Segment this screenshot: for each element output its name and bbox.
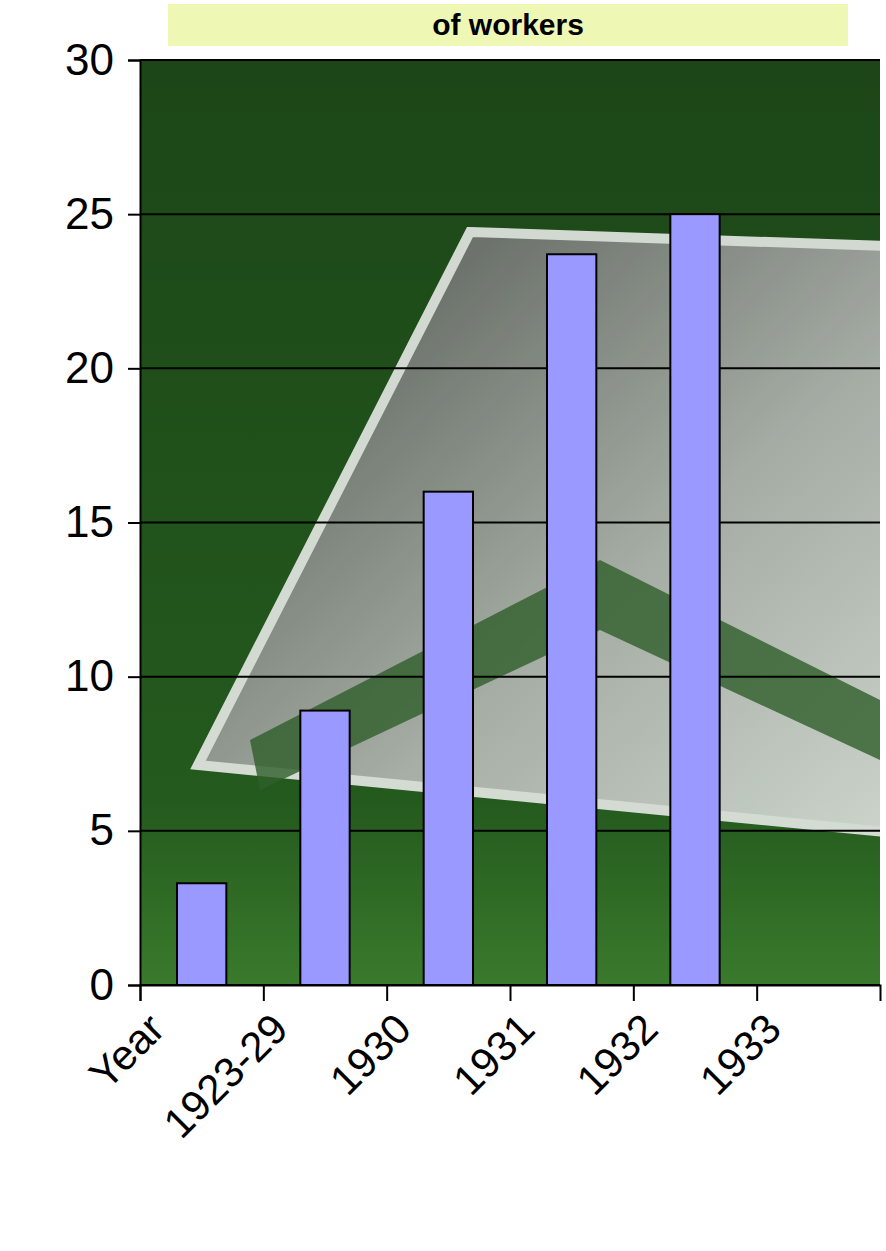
y-tick-mark <box>128 522 140 524</box>
y-tick-mark <box>128 985 140 987</box>
y-tick: 30 <box>65 35 140 84</box>
bar <box>670 214 719 985</box>
y-tick: 5 <box>90 805 140 854</box>
grid-line <box>140 522 880 524</box>
grid-line <box>140 59 880 61</box>
title: of workers <box>432 8 584 41</box>
bars <box>177 214 720 985</box>
y-tick-label: 15 <box>65 497 114 546</box>
y-tick: 25 <box>65 189 140 238</box>
chart: 0 5 10 15 20 25 30 Year1923-29 193019311932 1933 o… <box>0 0 886 1251</box>
title-box: of workers <box>168 4 848 46</box>
bar <box>177 883 226 985</box>
x-tick-label: Year <box>80 1005 173 1098</box>
y-tick: 10 <box>65 651 140 700</box>
y-tick: 0 <box>90 960 140 1009</box>
bar <box>300 711 349 985</box>
x-tick-label: 1923-29 <box>154 1005 296 1147</box>
y-tick: 15 <box>65 497 140 546</box>
grid-line <box>140 367 880 369</box>
y-tick: 20 <box>65 343 140 392</box>
bar <box>424 492 473 985</box>
y-axis: 0 5 10 15 20 25 30 <box>65 35 140 1009</box>
x-tick-mark <box>633 985 635 1001</box>
x-tick-mark <box>756 985 758 1001</box>
y-tick-label: 25 <box>65 189 114 238</box>
x-tick-mark <box>510 985 512 1001</box>
y-tick-label: 30 <box>65 35 114 84</box>
y-tick-label: 10 <box>65 651 114 700</box>
x-tick: Year <box>80 985 173 1098</box>
x-tick: 1930 <box>321 985 420 1104</box>
bar <box>547 254 596 985</box>
y-tick-mark <box>128 60 140 62</box>
x-tick-label: 1931 <box>444 1005 543 1104</box>
y-tick-mark <box>128 214 140 216</box>
grid-line <box>140 830 880 832</box>
grid-line <box>140 676 880 678</box>
x-tick: 1923-29 <box>154 985 296 1147</box>
x-tick-label: 1930 <box>321 1005 420 1104</box>
x-tick-label: 1933 <box>691 1005 790 1104</box>
y-tick-mark <box>128 368 140 370</box>
y-tick-label: 5 <box>90 805 114 854</box>
y-tick-mark <box>128 676 140 678</box>
x-tick: 1931 <box>444 985 543 1104</box>
x-tick-label: 1932 <box>567 1005 666 1104</box>
y-tick-mark <box>128 830 140 832</box>
y-tick-label: 0 <box>90 960 114 1009</box>
title-background <box>168 4 848 46</box>
plot-background <box>140 60 880 985</box>
y-tick-label: 20 <box>65 343 114 392</box>
x-tick-mark <box>140 985 142 1001</box>
grid <box>140 60 880 985</box>
x-axis: Year1923-29 193019311932 1933 <box>80 985 880 1147</box>
x-tick-mark <box>263 985 265 1001</box>
x-tick-mark <box>386 985 388 1001</box>
grid-line <box>140 213 880 215</box>
x-tick: 1933 <box>691 985 790 1104</box>
x-axis-line <box>141 986 881 1002</box>
x-tick: 1932 <box>567 985 666 1104</box>
y-axis-line <box>128 61 141 986</box>
